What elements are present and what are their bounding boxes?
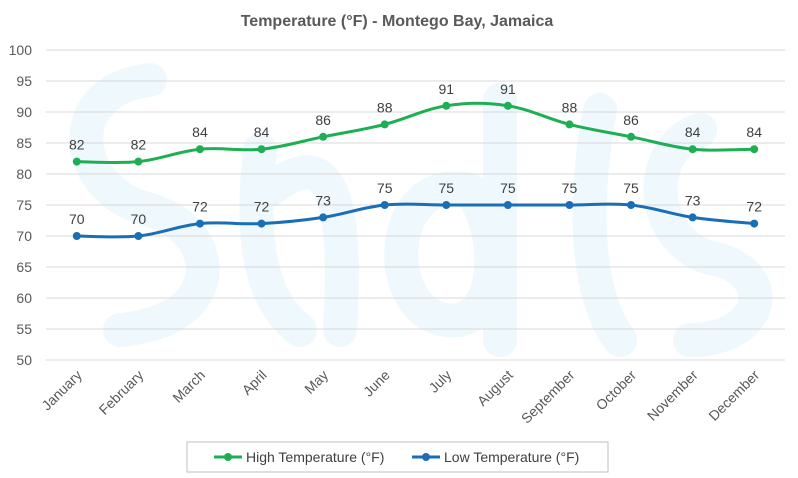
series-low: 70 70 72 72 73 75 75 75 75 75 73 72 xyxy=(69,180,762,240)
data-label: 72 xyxy=(192,199,208,215)
x-tick-label: January xyxy=(38,367,85,414)
data-point xyxy=(257,219,266,228)
data-label: 75 xyxy=(623,180,639,196)
data-point xyxy=(565,120,574,129)
y-tick-label: 85 xyxy=(16,135,32,151)
data-point xyxy=(750,145,759,154)
x-axis-ticks: January February March April May June July Augu… xyxy=(38,367,762,427)
data-point xyxy=(319,213,328,222)
series-lines: 82 82 84 84 86 88 91 91 88 86 84 84 70 70 72 72 73 75 75 75… xyxy=(69,81,762,240)
data-point xyxy=(750,219,759,228)
legend-marker xyxy=(224,453,232,461)
x-tick-label: September xyxy=(518,367,578,427)
data-label: 70 xyxy=(69,211,85,227)
y-tick-label: 80 xyxy=(16,166,32,182)
data-point xyxy=(195,219,204,228)
data-label: 75 xyxy=(500,180,516,196)
data-label: 91 xyxy=(500,81,516,97)
y-tick-label: 95 xyxy=(16,73,32,89)
data-point xyxy=(442,101,451,110)
data-label: 70 xyxy=(131,211,147,227)
data-point xyxy=(380,201,389,209)
data-label: 84 xyxy=(254,124,270,140)
data-label: 72 xyxy=(746,199,762,215)
data-label: 82 xyxy=(131,137,147,153)
x-tick-label: December xyxy=(705,367,762,424)
x-tick-label: November xyxy=(644,367,701,424)
x-tick-label: April xyxy=(239,367,270,398)
legend: High Temperature (°F) Low Temperature (°F… xyxy=(186,441,609,473)
chart-title: Temperature (°F) - Montego Bay, Jamaica xyxy=(241,13,554,30)
data-point xyxy=(503,201,512,209)
data-point xyxy=(503,101,512,110)
data-point xyxy=(565,201,574,209)
data-label: 84 xyxy=(746,124,762,140)
data-point xyxy=(688,145,697,154)
data-label: 73 xyxy=(685,192,701,208)
x-tick-label: July xyxy=(425,367,454,396)
data-point xyxy=(195,145,204,154)
data-label: 75 xyxy=(562,180,578,196)
y-tick-label: 70 xyxy=(16,228,32,244)
x-tick-label: June xyxy=(360,367,393,400)
data-point xyxy=(72,232,81,240)
data-label: 84 xyxy=(192,124,208,140)
y-tick-label: 100 xyxy=(9,42,33,58)
data-label: 75 xyxy=(377,180,393,196)
x-tick-label: May xyxy=(301,367,331,397)
data-point xyxy=(134,232,143,240)
y-tick-label: 50 xyxy=(16,352,32,368)
watermark-stroke xyxy=(69,63,220,347)
data-point xyxy=(319,132,328,141)
y-tick-label: 65 xyxy=(16,259,32,275)
y-tick-label: 75 xyxy=(16,197,32,213)
series-high: 82 82 84 84 86 88 91 91 88 86 84 84 xyxy=(69,81,762,166)
data-point xyxy=(134,157,143,166)
data-label: 75 xyxy=(439,180,455,196)
x-tick-label: October xyxy=(593,367,640,414)
watermark-stroke xyxy=(384,83,517,357)
data-point xyxy=(442,201,451,209)
legend-label: Low Temperature (°F) xyxy=(444,449,579,465)
data-point xyxy=(257,145,266,154)
data-label: 88 xyxy=(562,99,578,115)
data-label: 82 xyxy=(69,137,85,153)
legend-box xyxy=(186,441,609,473)
data-point xyxy=(627,201,636,209)
data-label: 73 xyxy=(315,192,331,208)
watermark-stroke xyxy=(572,93,637,357)
y-axis-ticks: 50 55 60 65 70 75 80 85 90 95 100 xyxy=(9,42,33,368)
data-label: 91 xyxy=(439,81,455,97)
series-line xyxy=(76,202,755,239)
data-point xyxy=(688,213,697,222)
y-tick-label: 55 xyxy=(16,321,32,337)
data-point xyxy=(380,120,389,129)
data-label: 86 xyxy=(623,112,639,128)
data-label: 84 xyxy=(685,124,701,140)
data-label: 88 xyxy=(377,99,393,115)
y-tick-label: 90 xyxy=(16,104,32,120)
legend-item: Low Temperature (°F) xyxy=(412,449,579,465)
data-label: 86 xyxy=(315,112,331,128)
legend-label: High Temperature (°F) xyxy=(246,449,384,465)
legend-marker xyxy=(422,453,430,461)
x-tick-label: August xyxy=(474,367,516,409)
x-tick-label: February xyxy=(96,367,147,418)
watermark-stroke xyxy=(239,133,359,347)
x-tick-label: March xyxy=(169,367,208,406)
data-point xyxy=(72,157,81,166)
watermark-stroke xyxy=(643,113,773,357)
y-tick-label: 60 xyxy=(16,290,32,306)
data-point xyxy=(627,132,636,141)
data-label: 72 xyxy=(254,199,270,215)
legend-item: High Temperature (°F) xyxy=(214,449,384,465)
watermark-logo xyxy=(69,63,773,357)
